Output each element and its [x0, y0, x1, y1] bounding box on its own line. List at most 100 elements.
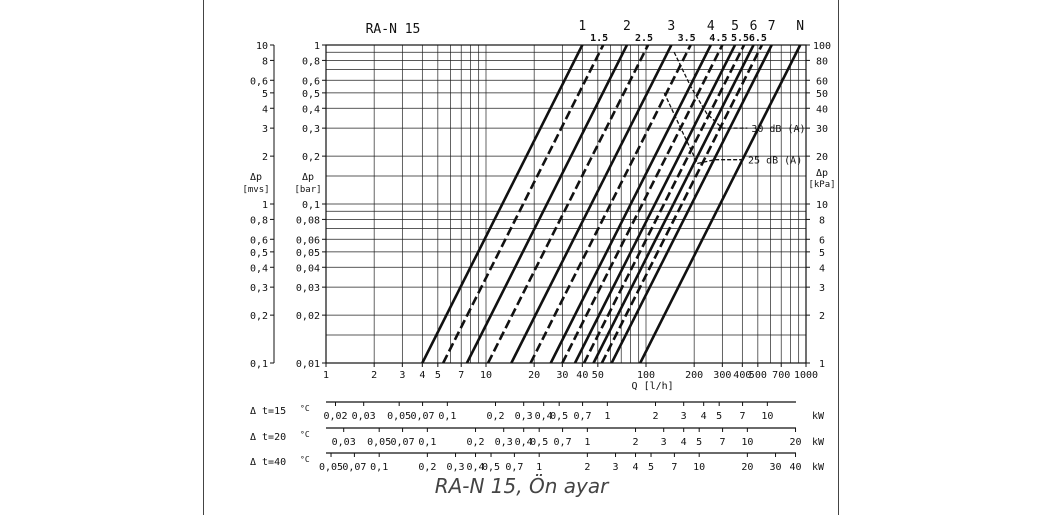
series-line-3: [510, 45, 673, 363]
power-tick-label: 0,07: [342, 462, 366, 473]
power-tick-label: 0,2: [466, 437, 484, 448]
grid: [325, 44, 807, 364]
kpa-tick-label: 40: [816, 104, 828, 115]
mvs-tick-label: 8: [262, 56, 268, 67]
mvs-tick-label: 4: [262, 104, 268, 115]
mvs-axis-label-top: Δp: [250, 172, 262, 183]
figure-caption: RA-N 15, Ön ayar: [434, 474, 609, 498]
mvs-tick-label: 0,6: [250, 76, 268, 87]
power-tick-label: 0,7: [554, 437, 572, 448]
series-line-5: [573, 45, 737, 363]
series-label-6-5: 6.5: [749, 33, 767, 44]
x-tick-label: 100: [637, 370, 655, 381]
kpa-tick-label: 1: [819, 359, 825, 370]
kpa-tick-label: 8: [819, 215, 825, 226]
series-line-N: [639, 45, 802, 363]
series-label-N: N: [796, 19, 804, 34]
power-tick-label: 3: [681, 411, 687, 422]
series-label-4-5: 4.5: [709, 33, 727, 44]
mvs-tick-label: 0,1: [250, 359, 268, 370]
power-tick-label: 10: [761, 411, 773, 422]
x-tick-label: 5: [435, 370, 441, 381]
series-line-5-5: [582, 45, 746, 363]
mvs-axis-label-bottom: [mvs]: [242, 185, 269, 195]
power-tick-label: 0,05: [387, 411, 411, 422]
power-tick-label: 3: [661, 437, 667, 448]
series-line-6-5: [600, 45, 764, 363]
noise-curve-0: [673, 51, 748, 129]
power-scale-unit-2: °C: [300, 455, 310, 464]
mvs-tick-label: 10: [256, 41, 268, 52]
mvs-tick-label: 5: [262, 89, 268, 100]
mvs-tick-label: 0,4: [250, 263, 268, 274]
series-line-1-5: [442, 45, 605, 363]
power-tick-label: 0,1: [418, 437, 436, 448]
mvs-tick-label: 0,8: [250, 215, 268, 226]
power-tick-label: 5: [648, 462, 654, 473]
series-label-3-5: 3.5: [678, 33, 696, 44]
kpa-tick-label: 20: [816, 152, 828, 163]
power-scale-kw-2: kW: [812, 462, 825, 473]
bar-tick-label: 0,01: [296, 359, 320, 370]
bar-tick-label: 0,03: [296, 283, 320, 294]
chart-title: RA-N 15: [366, 22, 421, 37]
bar-axis-label-bottom: [bar]: [294, 185, 321, 195]
power-tick-label: 5: [696, 437, 702, 448]
power-tick-label: 2: [584, 462, 590, 473]
power-scale-label-0: Δ t=15: [250, 406, 286, 417]
kpa-tick-label: 80: [816, 56, 828, 67]
x-tick-label: 3: [399, 370, 405, 381]
x-tick-label: 200: [685, 370, 703, 381]
power-tick-label: 0,05: [367, 437, 391, 448]
bar-tick-label: 0,02: [296, 311, 320, 322]
power-tick-label: 0,7: [574, 411, 592, 422]
x-tick-label: 2: [371, 370, 377, 381]
mvs-tick-label: 0,6: [250, 235, 268, 246]
kpa-tick-label: 4: [819, 263, 825, 274]
power-tick-label: 4: [701, 411, 707, 422]
series-line-6: [592, 45, 755, 363]
bar-tick-label: 0,3: [302, 124, 320, 135]
x-tick-label: 50: [592, 370, 604, 381]
chart-frame: [203, 0, 839, 515]
series-label-2: 2: [623, 19, 631, 34]
power-tick-label: 5: [716, 411, 722, 422]
mvs-tick-label: 1: [262, 200, 268, 211]
x-tick-label: 1000: [794, 370, 818, 381]
power-tick-label: 0,07: [391, 437, 415, 448]
series-line-2-5: [486, 45, 650, 363]
power-scale-label-1: Δ t=20: [250, 432, 286, 443]
kpa-tick-label: 10: [816, 200, 828, 211]
power-tick-label: 0,03: [352, 411, 376, 422]
power-tick-label: 0,3: [446, 462, 464, 473]
mvs-tick-label: 2: [262, 152, 268, 163]
mvs-tick-label: 3: [262, 124, 268, 135]
kpa-tick-label: 50: [816, 89, 828, 100]
power-tick-label: 0,02: [323, 411, 347, 422]
series-label-4: 4: [707, 19, 715, 34]
series-line-2: [465, 45, 629, 363]
power-tick-label: 7: [671, 462, 677, 473]
power-tick-label: 0,2: [418, 462, 436, 473]
power-tick-label: 0,3: [495, 437, 513, 448]
power-tick-label: 20: [741, 462, 753, 473]
bar-axis-label-top: Δp: [302, 172, 314, 183]
x-axis-label: Q [l/h]: [632, 381, 674, 392]
kpa-tick-label: 5: [819, 248, 825, 259]
noise-curve-1: [663, 92, 745, 165]
series-label-7: 7: [768, 19, 776, 34]
kpa-tick-label: 6: [819, 235, 825, 246]
series-line-4: [549, 45, 712, 363]
series-label-3: 3: [667, 19, 675, 34]
bar-tick-label: 0,04: [296, 263, 320, 274]
x-tick-label: 1: [323, 370, 329, 381]
x-tick-label: 10: [480, 370, 492, 381]
power-tick-label: 4: [681, 437, 687, 448]
power-tick-label: 10: [693, 462, 705, 473]
power-scale-label-2: Δ t=40: [250, 457, 286, 468]
power-tick-label: 10: [741, 437, 753, 448]
x-tick-label: 300: [713, 370, 731, 381]
power-tick-label: 7: [740, 411, 746, 422]
bar-tick-label: 0,2: [302, 152, 320, 163]
power-tick-label: 0,1: [438, 411, 456, 422]
